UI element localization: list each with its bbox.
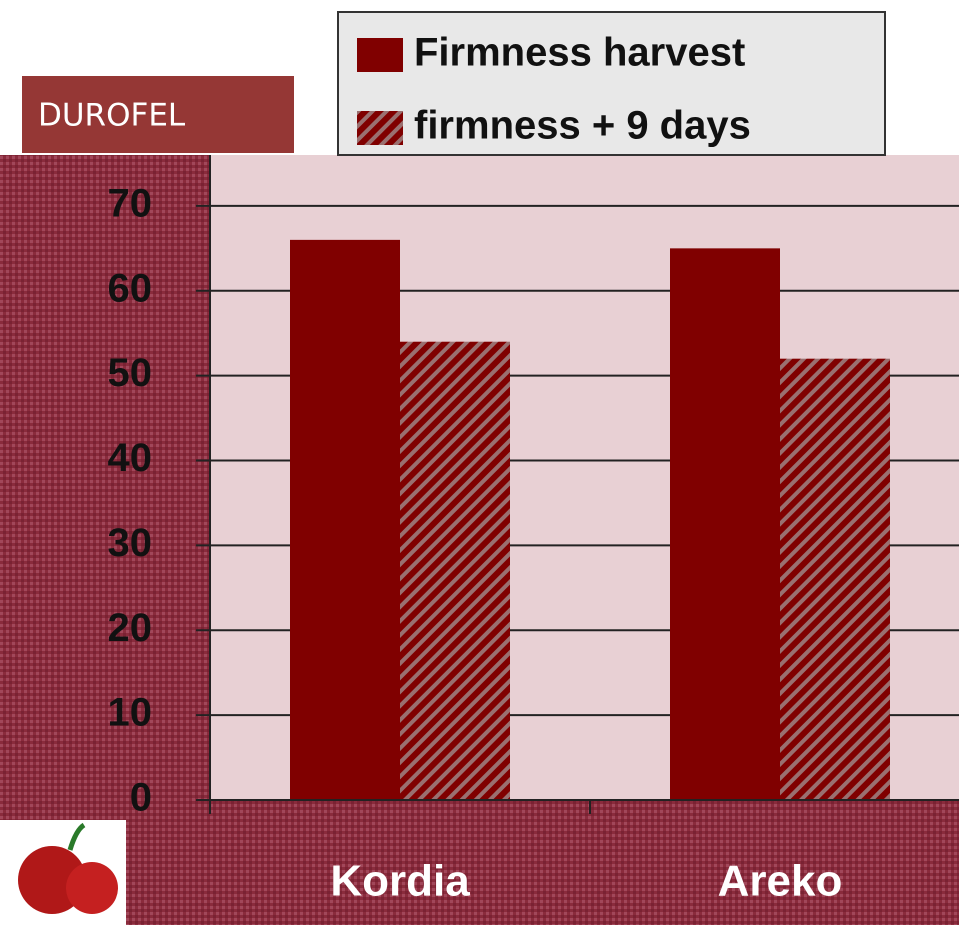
- y-tick-label: 10: [108, 691, 153, 735]
- badge-label: DUROFEL: [38, 98, 186, 134]
- bar: [400, 341, 510, 800]
- y-tick-label: 30: [108, 521, 153, 565]
- x-tick-label: Areko: [718, 857, 843, 906]
- y-tick-label: 0: [130, 776, 152, 820]
- y-tick-label: 40: [108, 436, 153, 480]
- x-tick-label: Kordia: [330, 857, 470, 906]
- bar: [780, 358, 890, 800]
- legend-label: firmness + 9 days: [414, 104, 751, 148]
- legend-swatch: [357, 111, 403, 145]
- logo: [0, 820, 126, 925]
- y-tick-label: 70: [108, 181, 153, 225]
- badge: [22, 76, 294, 153]
- legend: [337, 11, 886, 156]
- legend-swatch: [357, 38, 403, 72]
- y-tick-label: 60: [108, 266, 153, 310]
- bar: [670, 248, 780, 800]
- y-tick-label: 50: [108, 351, 153, 395]
- y-tick-label: 20: [108, 606, 153, 650]
- bar: [290, 239, 400, 801]
- legend-label: Firmness harvest: [414, 31, 745, 75]
